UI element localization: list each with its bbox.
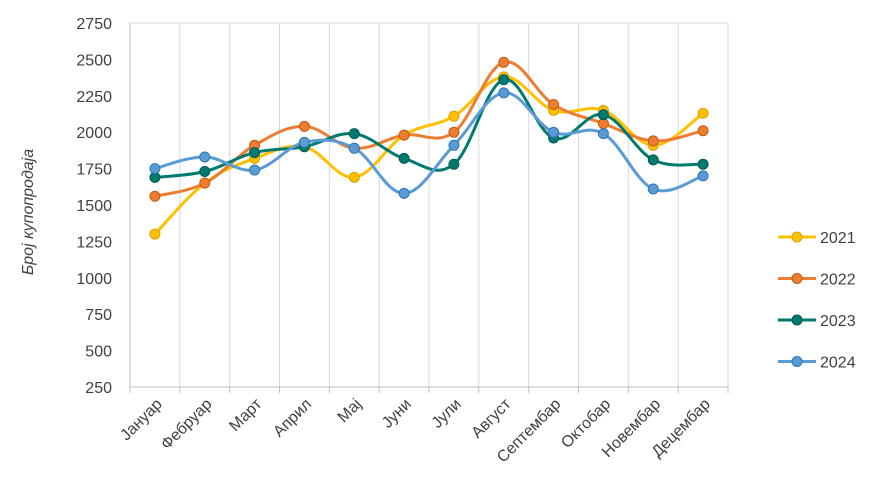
data-point-2023-3 [249, 147, 261, 159]
data-point-2024-8 [498, 87, 510, 99]
data-point-2024-2 [199, 151, 211, 163]
y-tick-label: 1250 [76, 234, 112, 251]
data-point-2022-4 [298, 120, 310, 132]
data-point-2024-11 [647, 183, 659, 195]
legend-marker-2021 [791, 231, 803, 243]
y-tick-label: 2000 [76, 125, 112, 142]
data-point-2024-12 [697, 170, 709, 182]
y-tick-label: 2750 [76, 16, 112, 33]
data-point-2022-6 [398, 129, 410, 141]
data-point-2022-8 [498, 56, 510, 68]
data-point-2024-9 [548, 126, 560, 138]
data-point-2023-2 [199, 166, 211, 178]
legend-label-2024: 2024 [820, 355, 856, 372]
y-tick-label: 2500 [76, 52, 112, 69]
data-point-2023-12 [697, 158, 709, 170]
y-tick-labels: 250 500 750 1000 1250 1500 1750 2000 2250 2500 275… [76, 16, 112, 397]
data-point-2022-7 [448, 126, 460, 138]
y-tick-label: 1000 [76, 271, 112, 288]
y-tick-label: 500 [85, 344, 112, 361]
data-point-2022-11 [647, 135, 659, 147]
y-tick-label: 1500 [76, 198, 112, 215]
data-point-2021-1 [149, 228, 161, 240]
legend-marker-2024 [791, 356, 803, 367]
series-points [149, 56, 709, 240]
data-point-2023-11 [647, 154, 659, 166]
data-point-2024-1 [149, 163, 161, 175]
data-point-2024-5 [348, 142, 360, 154]
legend-marker-2023 [791, 314, 803, 326]
data-point-2022-9 [548, 99, 560, 111]
legend-marker-2022 [791, 273, 803, 284]
y-tick-label: 750 [85, 307, 112, 324]
legend-label-2021: 2021 [820, 230, 856, 247]
grid-lines [179, 23, 679, 387]
axes [129, 22, 729, 393]
data-point-2023-8 [498, 74, 510, 86]
data-point-2022-1 [149, 190, 161, 202]
data-point-2021-12 [697, 107, 709, 119]
data-point-2022-2 [199, 177, 211, 189]
legend: 2021 2022 2023 2024 [778, 230, 856, 372]
data-point-2024-6 [398, 187, 410, 199]
data-point-2021-7 [448, 110, 460, 122]
data-point-2023-6 [398, 152, 410, 164]
data-point-2024-4 [298, 136, 310, 148]
legend-label-2023: 2023 [820, 313, 856, 330]
data-point-2021-5 [348, 171, 360, 183]
legend-label-2022: 2022 [820, 272, 856, 289]
data-point-2022-12 [697, 125, 709, 137]
y-tick-label: 250 [85, 380, 112, 397]
data-point-2024-10 [597, 128, 609, 140]
data-point-2024-7 [448, 139, 460, 151]
data-point-2023-7 [448, 158, 460, 170]
y-axis-label: Број купопродаја [20, 149, 37, 275]
y-tick-label: 2250 [76, 89, 112, 106]
data-point-2023-10 [597, 109, 609, 121]
data-point-2023-5 [348, 128, 360, 140]
y-tick-label: 1750 [76, 162, 112, 179]
data-point-2024-3 [249, 164, 261, 176]
